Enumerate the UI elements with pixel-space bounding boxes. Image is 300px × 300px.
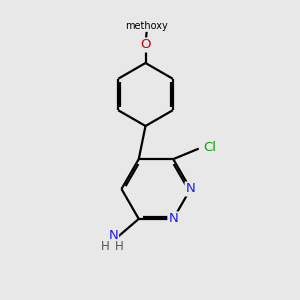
Text: methoxy: methoxy bbox=[126, 21, 168, 31]
Text: N: N bbox=[168, 212, 178, 225]
Text: O: O bbox=[140, 38, 151, 52]
Text: N: N bbox=[108, 229, 118, 242]
Text: Cl: Cl bbox=[203, 141, 216, 154]
Text: N: N bbox=[186, 182, 195, 196]
Text: H: H bbox=[101, 240, 110, 253]
Text: H: H bbox=[115, 240, 124, 253]
